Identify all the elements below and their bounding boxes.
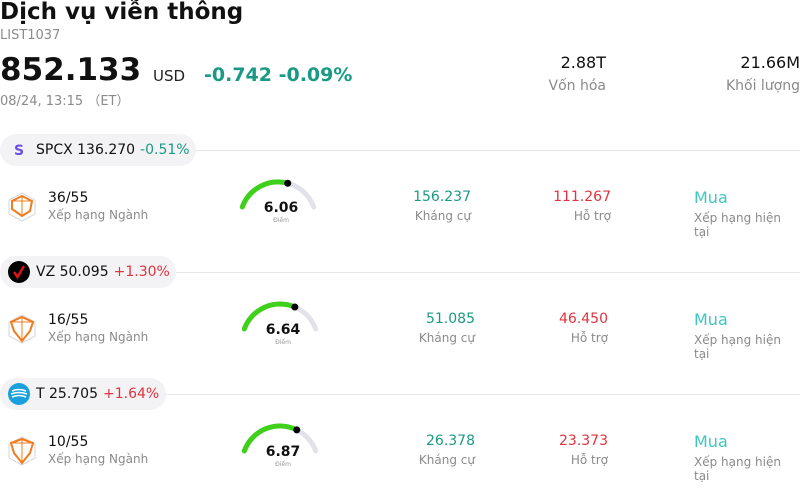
industry-rank-icon <box>8 192 36 222</box>
score-gauge <box>241 301 319 332</box>
industry-rank: 16/55 <box>48 312 89 328</box>
row-divider <box>0 394 800 395</box>
stock-row[interactable]: S SPCX 136.270 -0.51% 36/55 Xếp hạng Ngà… <box>0 134 800 256</box>
support-label: Hỗ trợ <box>570 331 608 345</box>
stock-change: -0.51% <box>140 142 190 158</box>
industry-rank-label: Xếp hạng Ngành <box>48 208 149 222</box>
industry-rank-icon <box>8 436 36 466</box>
rating-label: Xếp hạng hiện tại <box>694 333 781 361</box>
sector-price: 852.133 <box>0 52 142 88</box>
score-label: Điểm <box>275 461 291 468</box>
resistance-label: Kháng cự <box>414 209 471 223</box>
verizon-logo-icon <box>8 261 30 283</box>
resistance-value: 51.085 <box>426 311 475 327</box>
stock-ticker-price: VZ 50.095 <box>36 264 109 280</box>
sector-code: LIST1037 <box>0 28 61 43</box>
score-gauge <box>241 423 319 454</box>
rating-value: Mua <box>694 188 728 207</box>
score-gauge <box>239 179 317 210</box>
stock-row[interactable]: T 25.705 +1.64% 10/55 Xếp hạng Ngành 6.8… <box>0 378 800 500</box>
industry-rank-label: Xếp hạng Ngành <box>48 330 149 344</box>
volume-label: Khối lượng <box>725 78 800 94</box>
price-timestamp: 08/24, 13:15 （ET） <box>0 94 130 109</box>
score-label: Điểm <box>273 217 289 224</box>
price-change: -0.742 -0.09% <box>204 64 353 86</box>
score-value: 6.64 <box>265 322 301 338</box>
score-label: Điểm <box>275 339 291 346</box>
row-divider <box>0 150 800 151</box>
stock-ticker-price: SPCX 136.270 <box>36 142 136 158</box>
support-value: 23.373 <box>559 433 608 449</box>
market-cap-value: 2.88T <box>560 53 606 72</box>
industry-rank-icon <box>8 314 36 344</box>
rating-value: Mua <box>694 432 728 451</box>
score-value: 6.06 <box>263 200 299 216</box>
stock-ticker-price: T 25.705 <box>36 386 98 402</box>
spcx-logo-icon: S <box>8 139 30 161</box>
stock-row[interactable]: VZ 50.095 +1.30% 16/55 Xếp hạng Ngành 6.… <box>0 256 800 378</box>
rating-value: Mua <box>694 310 728 329</box>
volume-value: 21.66M <box>740 53 800 72</box>
rating-label: Xếp hạng hiện tại <box>694 455 781 483</box>
support-value: 111.267 <box>553 189 611 205</box>
industry-rank-label: Xếp hạng Ngành <box>48 452 149 466</box>
resistance-value: 156.237 <box>413 189 471 205</box>
resistance-label: Kháng cự <box>418 453 475 467</box>
stock-pill[interactable]: S SPCX 136.270 -0.51% <box>0 134 196 166</box>
resistance-value: 26.378 <box>426 433 475 449</box>
industry-rank: 10/55 <box>48 434 89 450</box>
resistance-label: Kháng cự <box>418 331 475 345</box>
industry-rank: 36/55 <box>48 190 89 206</box>
svg-text:S: S <box>14 143 24 159</box>
stock-change: +1.30% <box>113 264 170 280</box>
support-label: Hỗ trợ <box>570 453 608 467</box>
score-value: 6.87 <box>265 444 301 460</box>
support-value: 46.450 <box>559 311 608 327</box>
row-divider <box>0 272 800 273</box>
stock-pill[interactable]: T 25.705 +1.64% <box>0 378 166 410</box>
support-label: Hỗ trợ <box>573 209 611 223</box>
stock-pill[interactable]: VZ 50.095 +1.30% <box>0 256 176 288</box>
sector-title: Dịch vụ viễn thông <box>0 0 244 25</box>
att-logo-icon <box>8 383 30 405</box>
price-currency: USD <box>153 67 186 85</box>
rating-label: Xếp hạng hiện tại <box>694 211 781 239</box>
stock-change: +1.64% <box>103 386 160 402</box>
market-cap-label: Vốn hóa <box>548 78 606 94</box>
